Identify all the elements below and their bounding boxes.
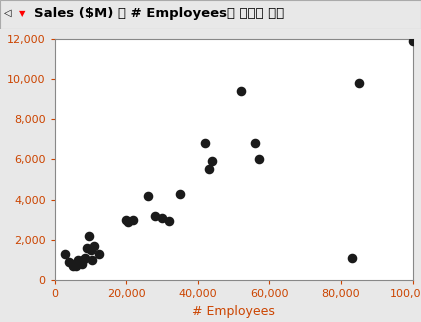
Point (71, 261, 78, 267)
Point (78, 261, 85, 267)
Point (91, 243, 98, 249)
Point (252, 141, 258, 146)
Point (89, 258, 96, 263)
Point (80, 258, 87, 263)
Text: ◁: ◁ (4, 8, 12, 18)
Point (83, 245, 90, 251)
Point (159, 215, 165, 220)
Point (125, 219, 131, 224)
Point (62, 251, 69, 257)
Point (202, 141, 208, 146)
Point (123, 217, 130, 222)
Point (87, 247, 94, 252)
Point (73, 263, 80, 269)
Point (209, 159, 216, 164)
Point (75, 258, 81, 263)
Point (166, 218, 173, 223)
Point (356, 80, 362, 86)
Point (409, 38, 416, 43)
Text: Sales ($M) 대 # Employees의 이변량 적합: Sales ($M) 대 # Employees의 이변량 적합 (34, 7, 284, 20)
Point (255, 157, 262, 162)
Point (349, 255, 355, 260)
Point (96, 251, 103, 257)
Point (177, 191, 184, 196)
Point (69, 263, 76, 269)
Point (237, 88, 244, 93)
Point (77, 260, 83, 265)
Point (130, 217, 137, 222)
Point (66, 260, 72, 265)
Point (82, 255, 88, 260)
Point (152, 213, 158, 218)
X-axis label: # Employees: # Employees (192, 305, 275, 318)
Text: ▼: ▼ (19, 9, 25, 17)
Point (144, 193, 151, 198)
Point (85, 233, 92, 238)
Y-axis label: Sales ($M): Sales ($M) (0, 127, 2, 192)
Point (205, 167, 212, 172)
